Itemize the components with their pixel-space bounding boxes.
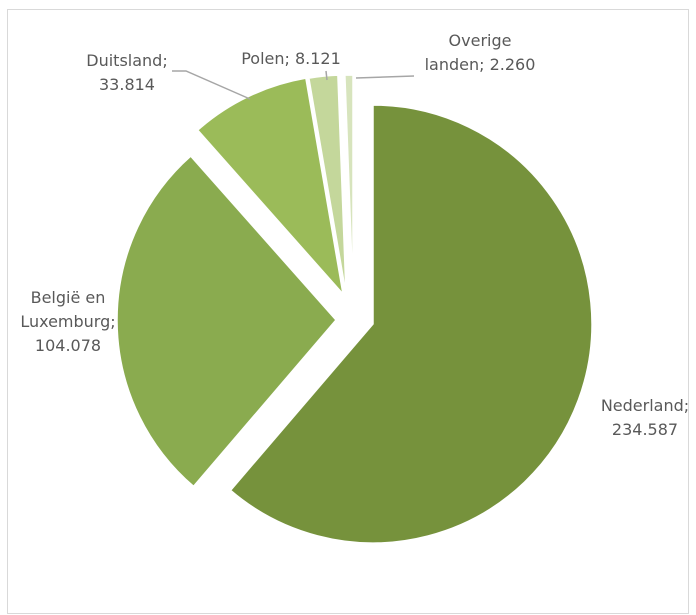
data-labels: Nederland; 234.587 België en Luxemburg; 104.… <box>20 31 689 439</box>
data-label-2-line-1: 33.814 <box>99 75 155 94</box>
leader-line-2 <box>172 70 251 100</box>
pie-slice-1 <box>116 155 337 488</box>
data-label-2-line-0: Duitsland; <box>86 51 167 70</box>
data-label-3: Polen; 8.121 <box>241 49 341 68</box>
pie-slice-0 <box>229 104 593 544</box>
leader-lines <box>172 70 415 100</box>
data-label-1-line-1: Luxemburg; <box>20 312 115 331</box>
pie-slice-4 <box>344 74 354 295</box>
data-label-0-line-0: Nederland; <box>601 396 689 415</box>
data-label-4-line-1: landen; 2.260 <box>425 55 536 74</box>
pie-slice-2 <box>196 77 345 297</box>
data-label-4-line-0: Overige <box>449 31 512 50</box>
leader-line-4 <box>355 75 415 79</box>
data-label-1-line-0: België en <box>31 288 106 307</box>
data-label-3-line-0: Polen; 8.121 <box>241 49 341 68</box>
data-label-1: België en Luxemburg; 104.078 <box>20 288 115 355</box>
pie-slice-3 <box>308 74 347 295</box>
leader-line-3 <box>325 70 328 81</box>
data-label-0: Nederland; 234.587 <box>601 396 689 439</box>
data-label-0-line-1: 234.587 <box>612 420 678 439</box>
data-label-4: Overige landen; 2.260 <box>425 31 536 74</box>
data-label-1-line-2: 104.078 <box>35 336 101 355</box>
data-label-2: Duitsland; 33.814 <box>86 51 167 94</box>
pie-slices <box>116 74 593 544</box>
